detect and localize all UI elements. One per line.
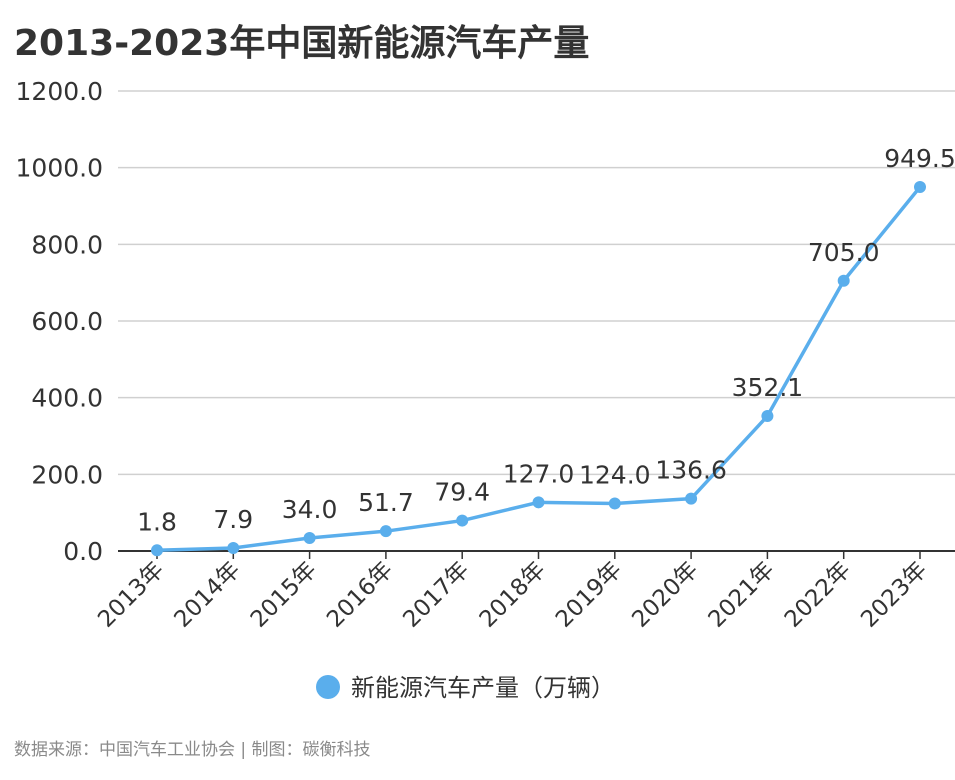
gridlines	[118, 90, 955, 476]
y-axis-ticks: 0.0 200.0 400.0 600.0 800.0 1000.0 1200.0	[16, 77, 103, 566]
x-tick-label: 2014年	[169, 557, 245, 633]
x-tick-label: 2016年	[322, 557, 398, 633]
data-point	[227, 541, 240, 554]
y-tick-label: 1200.0	[16, 77, 103, 106]
data-label: 1.8	[137, 507, 177, 536]
line-chart: 0.0 200.0 400.0 600.0 800.0 1000.0 1200.0 2013…	[16, 77, 955, 702]
source-note: 数据来源：中国汽车工业协会 | 制图：碳衡科技	[14, 740, 371, 760]
legend: 新能源汽车产量（万辆）	[316, 674, 615, 702]
series-group: 1.8 7.9 34.0 51.7 79.4 127.0 124.0 136.6 352.1 70…	[137, 144, 955, 557]
data-point	[151, 544, 163, 557]
x-tick-label: 2020年	[627, 557, 703, 633]
y-tick-label: 0.0	[63, 537, 103, 566]
x-tick-label: 2017年	[398, 557, 474, 633]
legend-marker	[316, 675, 340, 699]
x-tick-label: 2021年	[704, 557, 780, 633]
x-tick-label: 2023年	[856, 557, 932, 633]
data-label: 79.4	[434, 478, 490, 507]
data-point	[532, 496, 545, 509]
x-tick-label: 2018年	[475, 557, 551, 633]
data-label: 949.5	[884, 144, 955, 173]
data-point	[303, 531, 316, 544]
data-label: 705.0	[808, 238, 880, 267]
data-point	[837, 274, 850, 287]
data-label: 7.9	[213, 505, 253, 534]
data-point	[685, 492, 698, 505]
data-point	[456, 514, 469, 527]
data-label: 34.0	[282, 495, 338, 524]
chart-title: 2013-2023年中国新能源汽车产量	[14, 23, 590, 64]
y-tick-label: 200.0	[31, 460, 103, 489]
x-tick-label: 2015年	[246, 557, 322, 633]
y-tick-label: 400.0	[31, 384, 103, 413]
data-label: 136.6	[655, 456, 727, 485]
y-tick-label: 800.0	[31, 230, 103, 259]
x-tick-label: 2013年	[93, 557, 169, 633]
x-axis-ticks: 2013年 2014年 2015年 2016年 2017年 2018年 2019年 2020年…	[93, 551, 932, 633]
data-label: 124.0	[579, 460, 651, 489]
y-tick-label: 1000.0	[16, 154, 103, 183]
data-point	[379, 525, 392, 538]
data-label: 352.1	[732, 373, 804, 402]
x-tick-label: 2022年	[780, 557, 856, 633]
data-label: 127.0	[503, 459, 575, 488]
x-tick-label: 2019年	[551, 557, 627, 633]
data-point	[761, 410, 774, 423]
legend-label: 新能源汽车产量（万辆）	[351, 674, 615, 702]
data-point	[914, 181, 926, 194]
y-tick-label: 600.0	[31, 307, 103, 336]
data-point	[608, 497, 621, 510]
series-line	[156, 185, 922, 553]
data-label: 51.7	[358, 488, 414, 517]
